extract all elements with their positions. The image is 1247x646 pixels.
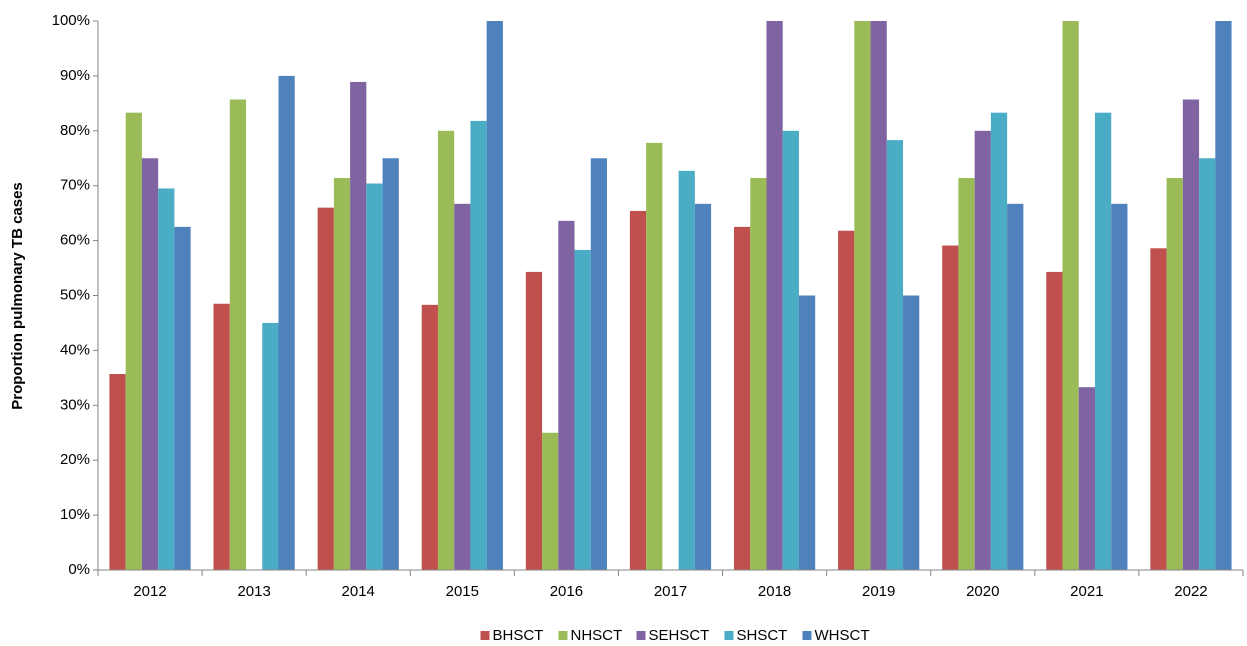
x-tick-label: 2013 [237, 583, 270, 600]
bar [1199, 158, 1216, 570]
x-tick-label: 2012 [133, 583, 166, 600]
x-tick-label: 2017 [654, 583, 687, 600]
bar [694, 203, 712, 570]
x-tick-label: 2020 [966, 583, 999, 600]
bar [1182, 99, 1200, 570]
y-tick-label: 100% [52, 12, 90, 29]
legend-label: NHSCT [571, 627, 623, 644]
y-tick-label: 80% [60, 122, 90, 139]
y-tick-label: 50% [60, 286, 90, 303]
bar [854, 21, 871, 570]
bar [1094, 112, 1112, 571]
bar [1062, 21, 1079, 570]
bar [558, 220, 575, 570]
x-tick-label: 2016 [550, 583, 583, 600]
legend-swatch [636, 631, 646, 640]
legend-swatch [480, 631, 490, 640]
bar [470, 120, 487, 570]
legend-swatch [724, 631, 734, 640]
bar [678, 170, 695, 570]
x-tick-label: 2015 [446, 583, 479, 600]
bar [421, 304, 438, 570]
y-tick-label: 0% [68, 561, 90, 578]
bar [278, 75, 295, 571]
y-tick-label: 30% [60, 396, 90, 413]
x-tick-label: 2014 [342, 583, 375, 600]
bar [1046, 271, 1063, 570]
y-tick-label: 20% [60, 451, 90, 468]
bar [125, 112, 142, 571]
bar [437, 130, 455, 571]
bar [886, 140, 904, 570]
bar [317, 207, 334, 570]
bar [109, 374, 126, 570]
bar [525, 271, 543, 570]
bar [798, 295, 816, 570]
bar [333, 178, 351, 571]
bar [870, 21, 887, 570]
bar [1215, 21, 1232, 570]
bar [942, 245, 959, 570]
bar [486, 21, 503, 570]
bar [158, 188, 175, 570]
legend-label: WHSCT [815, 627, 870, 644]
legend-swatch [558, 631, 568, 640]
bar [366, 183, 383, 570]
bar [1007, 203, 1024, 570]
bar [590, 158, 608, 570]
x-tick-label: 2019 [862, 583, 895, 600]
bar [1166, 178, 1183, 571]
bar [733, 226, 751, 570]
bar [1111, 203, 1128, 570]
bar [382, 158, 399, 570]
bar [990, 112, 1008, 571]
legend-label: BHSCT [493, 627, 544, 644]
bar [141, 158, 159, 570]
x-tick-label: 2021 [1070, 583, 1103, 600]
bar [629, 210, 647, 571]
x-tick-label: 2022 [1174, 583, 1207, 600]
bar [782, 130, 799, 571]
bar [766, 21, 783, 570]
legend-label: SEHSCT [649, 627, 710, 644]
y-axis-title: Proportion pulmonary TB cases [9, 182, 26, 410]
bar [574, 249, 591, 571]
y-tick-label: 40% [60, 341, 90, 358]
x-tick-label: 2018 [758, 583, 791, 600]
y-tick-label: 70% [60, 177, 90, 194]
bar [750, 178, 767, 571]
bar [213, 303, 230, 570]
bar [1150, 248, 1167, 570]
bar [1078, 387, 1095, 570]
bar [958, 178, 975, 571]
bar [454, 203, 471, 570]
legend-label: SHSCT [737, 627, 788, 644]
bar [174, 226, 191, 570]
y-tick-label: 10% [60, 506, 90, 523]
bar [229, 99, 247, 570]
y-tick-label: 60% [60, 232, 90, 249]
bar [838, 230, 855, 570]
bar [262, 322, 279, 570]
bar [542, 432, 559, 570]
legend-swatch [802, 631, 812, 640]
bar [646, 142, 663, 571]
bar [974, 130, 991, 571]
bar [350, 81, 367, 571]
bar [903, 295, 920, 570]
y-tick-label: 90% [60, 67, 90, 84]
